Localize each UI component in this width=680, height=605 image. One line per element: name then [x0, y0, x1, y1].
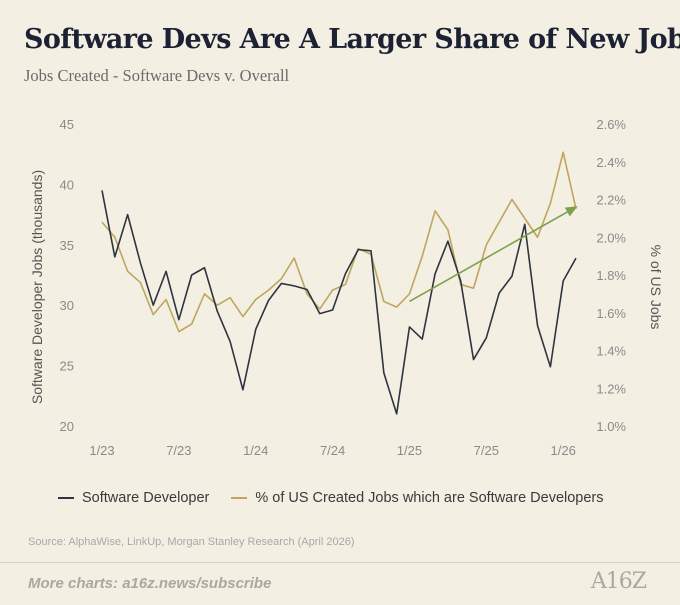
y-axis-label: Software Developer Jobs (thousands) [29, 170, 45, 404]
trend-line [409, 206, 577, 303]
x-tick-label: 1/23 [89, 443, 114, 458]
chart-subtitle: Jobs Created - Software Devs v. Overall [24, 66, 290, 85]
series-line-software-developer [101, 190, 577, 415]
y2-tick-label: 1.0% [596, 419, 626, 434]
y2-tick-label: 2.6% [596, 117, 626, 132]
source-note: Source: AlphaWise, LinkUp, Morgan Stanle… [28, 536, 355, 548]
series-lines [101, 151, 577, 415]
x-tick-label: 7/23 [166, 443, 191, 458]
y2-axis-label: % of US Jobs [648, 245, 664, 330]
legend: Software Developer % of US Created Jobs … [58, 488, 626, 508]
legend-swatch-pct [231, 497, 248, 499]
legend-swatch-dev [58, 497, 74, 499]
legend-item-software-developer: Software Developer [58, 490, 209, 506]
a16z-logo: A16Z [590, 569, 647, 594]
line-chart: 20 25 30 35 40 45 1.0% 1.2% 1.4% 1.6% 1.8% 2.0% 2.2… [29, 117, 664, 458]
y-tick-label: 35 [60, 238, 74, 253]
y2-tick-label: 1.4% [596, 344, 626, 359]
left-axis-ticks: 20 25 30 35 40 45 [60, 117, 74, 434]
y2-tick-label: 2.0% [596, 230, 626, 245]
y2-tick-label: 2.2% [596, 193, 626, 208]
trend-arrowhead [564, 206, 578, 217]
y-tick-label: 45 [60, 117, 74, 132]
y2-tick-label: 1.8% [596, 268, 626, 283]
y-tick-label: 40 [60, 177, 74, 192]
x-axis-ticks: 1/23 7/23 1/24 7/24 1/25 7/25 1/26 [89, 443, 576, 458]
y2-tick-label: 2.4% [596, 155, 626, 170]
more-charts-link[interactable]: More charts: a16z.news/subscribe [28, 575, 272, 592]
legend-item-percent-jobs: % of US Created Jobs which are Software … [231, 490, 604, 506]
chart-title: Software Devs Are A Larger Share of New … [24, 24, 680, 55]
right-axis-ticks: 1.0% 1.2% 1.4% 1.6% 1.8% 2.0% 2.2% 2.4% 2.6% [596, 117, 626, 434]
x-tick-label: 1/25 [397, 443, 422, 458]
footer: More charts: a16z.news/subscribe A16Z [0, 562, 680, 605]
y-tick-label: 30 [60, 298, 74, 313]
y2-tick-label: 1.6% [596, 306, 626, 321]
legend-label-dev: Software Developer [82, 490, 210, 506]
y-tick-label: 25 [60, 359, 74, 374]
x-tick-label: 7/24 [320, 443, 345, 458]
x-tick-label: 1/24 [243, 443, 268, 458]
x-tick-label: 1/26 [551, 443, 576, 458]
legend-label-pct: % of US Created Jobs which are Software … [255, 490, 604, 506]
x-tick-label: 7/25 [474, 443, 499, 458]
y2-tick-label: 1.2% [596, 381, 626, 396]
trend-arrow [409, 206, 578, 303]
series-line-pct-jobs [101, 151, 577, 333]
y-tick-label: 20 [60, 419, 74, 434]
